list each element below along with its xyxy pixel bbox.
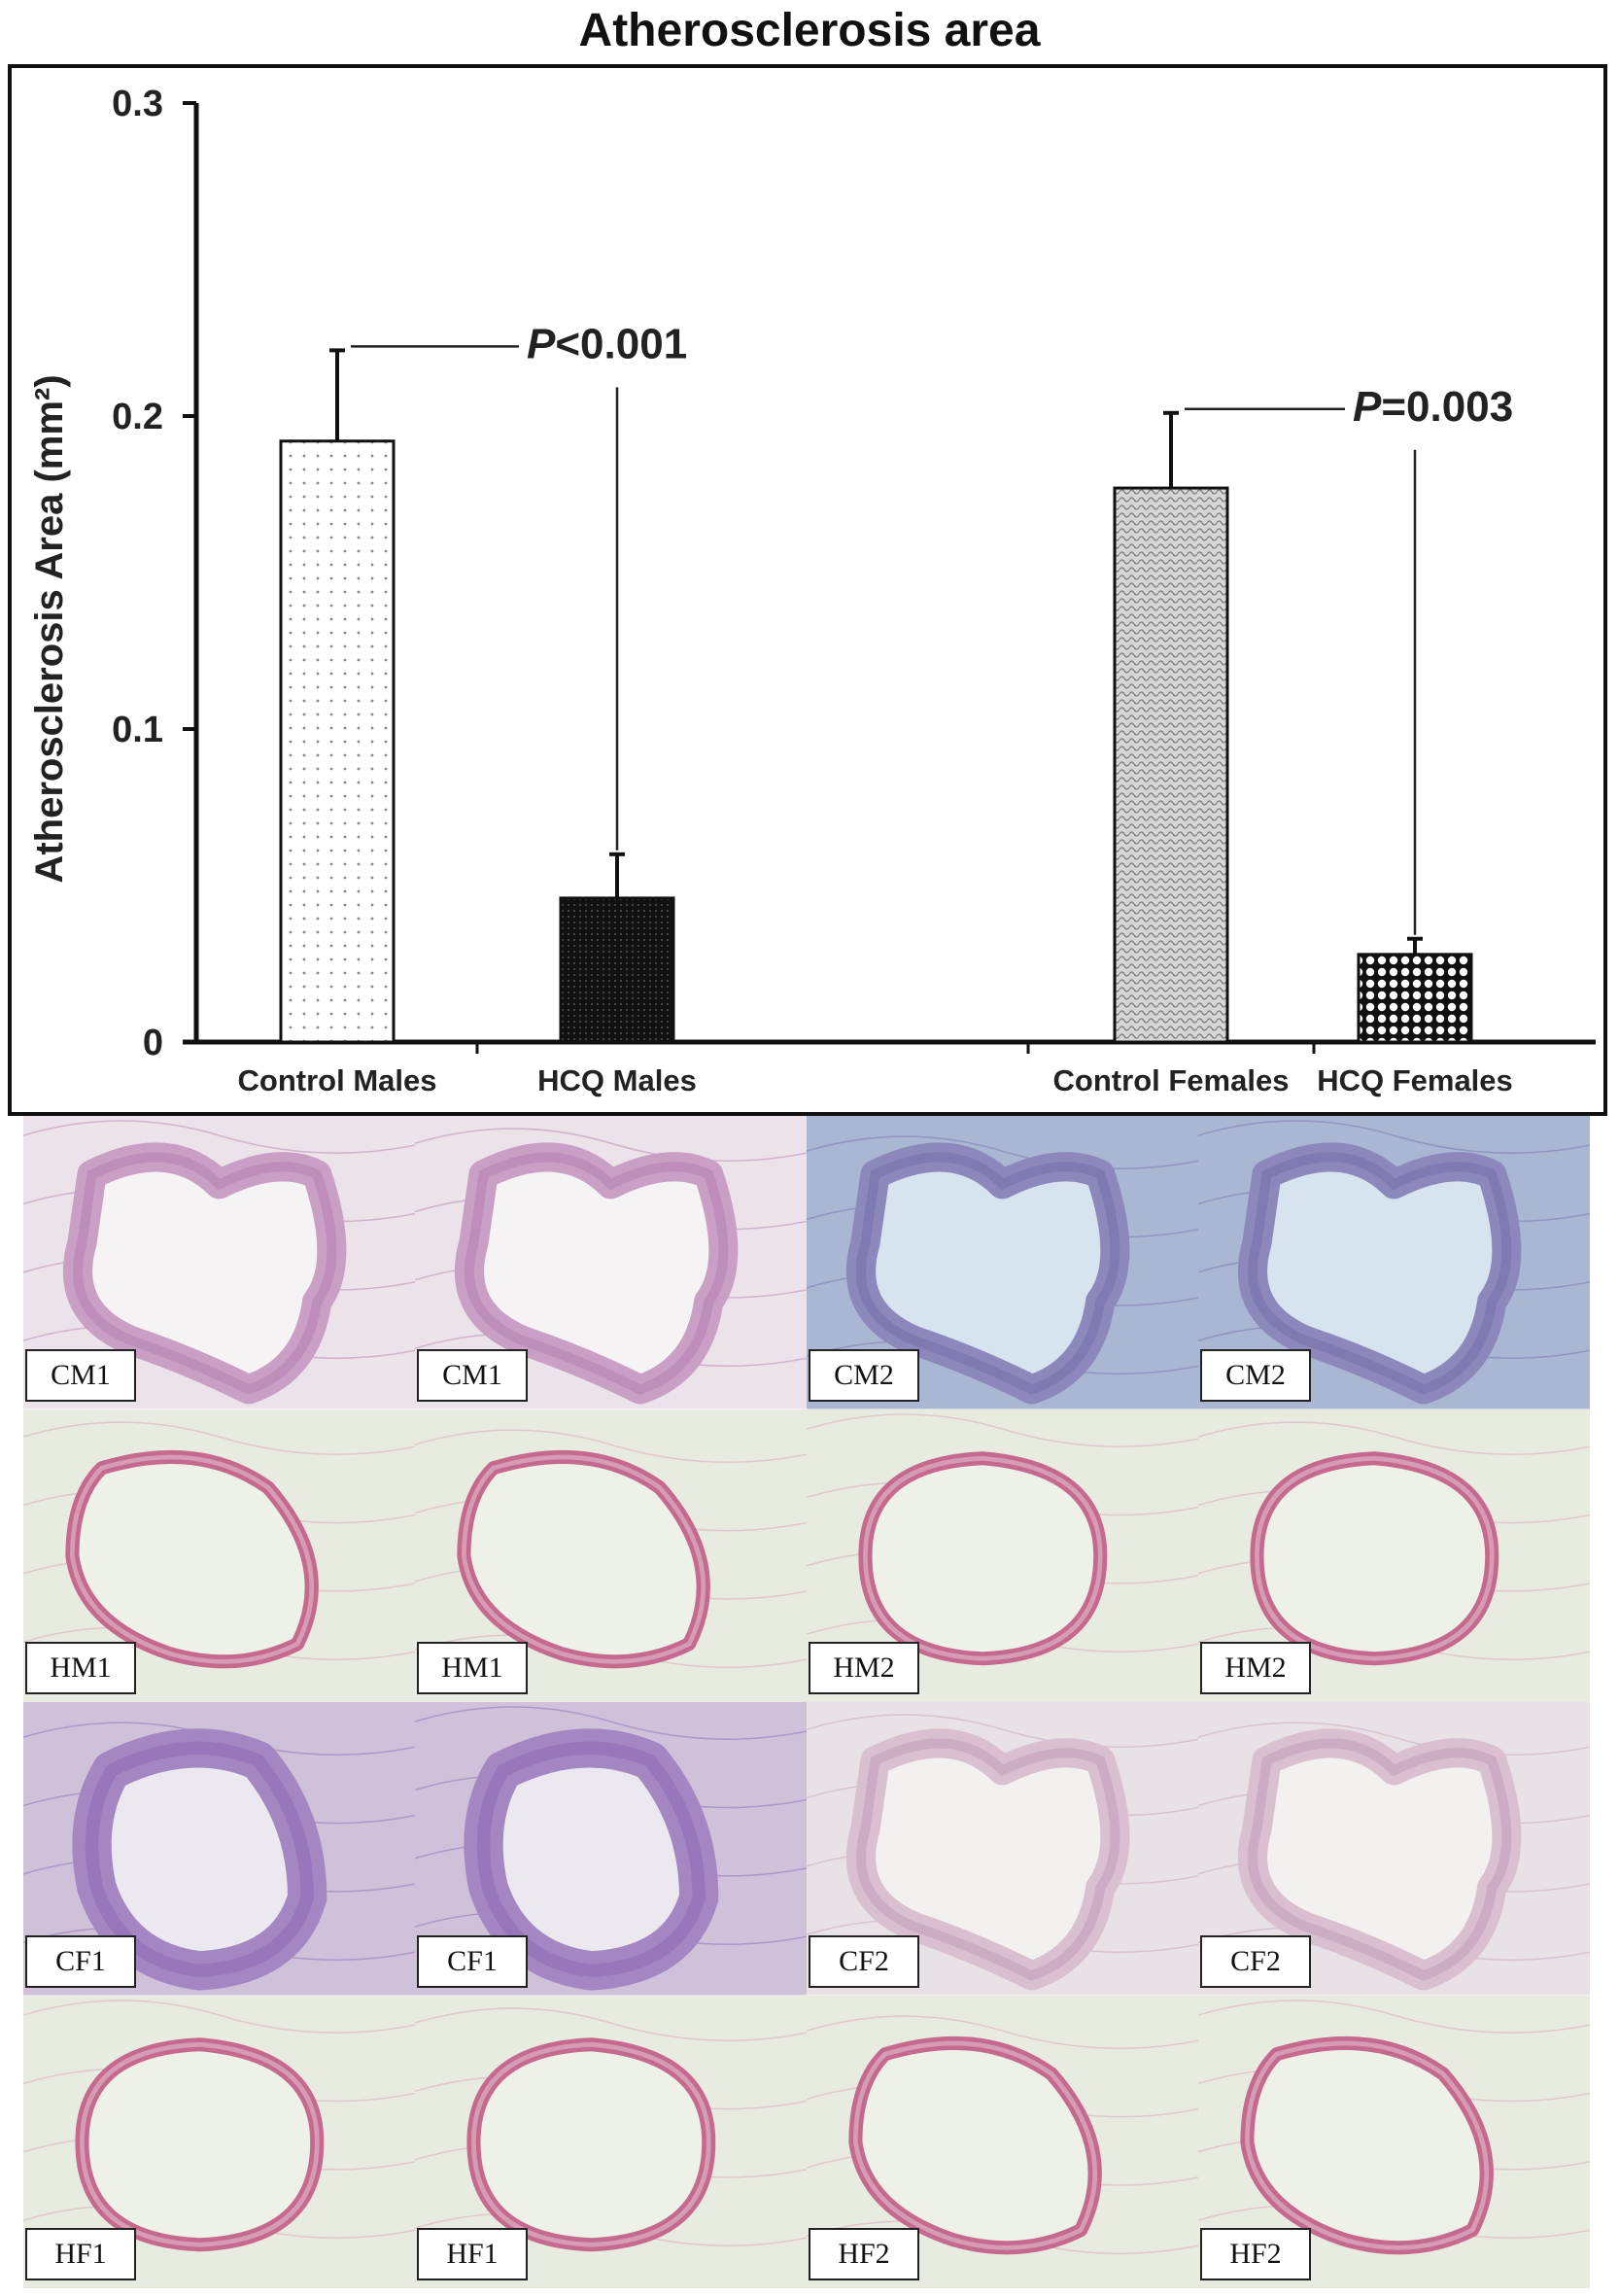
aortic-section-graphic bbox=[23, 1702, 415, 1996]
panel-label: CF1 bbox=[25, 1934, 136, 1988]
aortic-section-graphic bbox=[1198, 1409, 1590, 1702]
panel-label: HM2 bbox=[1200, 1642, 1311, 1694]
bar-chart: Atherosclerosis Area (mm²) 0 0.1 0.2 0.3 Co… bbox=[28, 84, 1596, 1097]
histology-image: HM2 bbox=[1198, 1409, 1590, 1702]
panel-label: CM1 bbox=[417, 1348, 528, 1402]
aortic-section-graphic bbox=[1198, 1702, 1590, 1996]
y-tick-label: 0.1 bbox=[112, 710, 163, 750]
histology-image: CM1 bbox=[23, 1116, 415, 1409]
category-label: HCQ Males bbox=[537, 1063, 697, 1097]
category-label: Control Females bbox=[1053, 1063, 1290, 1097]
histology-image: CF1 bbox=[415, 1702, 807, 1996]
histology-image: CF2 bbox=[807, 1702, 1198, 1996]
histology-image: HM1 bbox=[23, 1409, 415, 1702]
panel-label: CF1 bbox=[417, 1934, 528, 1988]
histology-image: CF1 bbox=[23, 1702, 415, 1996]
panel-label: HM1 bbox=[25, 1642, 136, 1694]
panel-label: CF2 bbox=[809, 1934, 919, 1988]
panel-label: HF2 bbox=[809, 2228, 919, 2280]
panel-label: HM1 bbox=[417, 1642, 528, 1694]
histology-image: HM2 bbox=[807, 1409, 1198, 1702]
histology-image: HM1 bbox=[415, 1409, 807, 1702]
histology-image: HF1 bbox=[415, 1995, 807, 2288]
y-tick-label: 0.2 bbox=[112, 397, 163, 437]
chart-frame: Atherosclerosis Area (mm²) 0 0.1 0.2 0.3 Co… bbox=[8, 64, 1607, 1116]
y-tick-label: 0.3 bbox=[112, 84, 163, 124]
panel-label: CF2 bbox=[1200, 1934, 1311, 1988]
bar bbox=[279, 439, 396, 1044]
histology-image: CM2 bbox=[1198, 1116, 1590, 1409]
chart-title: Atherosclerosis area bbox=[578, 5, 1041, 56]
aortic-section-graphic bbox=[415, 1409, 807, 1702]
panel-label: CM1 bbox=[25, 1348, 136, 1402]
bar bbox=[559, 896, 675, 1044]
panel-label: HF1 bbox=[417, 2228, 528, 2280]
aortic-section-graphic bbox=[415, 1702, 807, 1996]
histology-image: HF2 bbox=[807, 1995, 1198, 2288]
bar bbox=[1113, 486, 1229, 1044]
bar bbox=[1357, 953, 1473, 1044]
histology-panel-grid: CM1 CM1 CM2 CM2 HM1 HM1 HM2 HM2 CF1 CF1 CF2 CF2 HF1 H… bbox=[23, 1116, 1590, 2288]
panel-label: HF2 bbox=[1200, 2228, 1311, 2280]
aortic-section-graphic bbox=[415, 1995, 807, 2288]
p-value-annotation: P<0.001 bbox=[527, 320, 687, 367]
y-axis-label: Atherosclerosis Area (mm²) bbox=[28, 374, 71, 883]
p-value-annotation: P=0.003 bbox=[1353, 383, 1513, 431]
panel-label: HM2 bbox=[809, 1642, 919, 1694]
y-tick-label: 0 bbox=[143, 1023, 163, 1063]
category-label: HCQ Females bbox=[1317, 1063, 1513, 1097]
histology-image: CM1 bbox=[415, 1116, 807, 1409]
panel-label: HF1 bbox=[25, 2228, 136, 2280]
panel-label: CM2 bbox=[1200, 1348, 1311, 1402]
histology-image: CF2 bbox=[1198, 1702, 1590, 1996]
histology-image: HF2 bbox=[1198, 1995, 1590, 2288]
panel-label: CM2 bbox=[809, 1348, 919, 1402]
histology-image: HF1 bbox=[23, 1995, 415, 2288]
histology-image: CM2 bbox=[807, 1116, 1198, 1409]
category-label: Control Males bbox=[238, 1063, 437, 1097]
